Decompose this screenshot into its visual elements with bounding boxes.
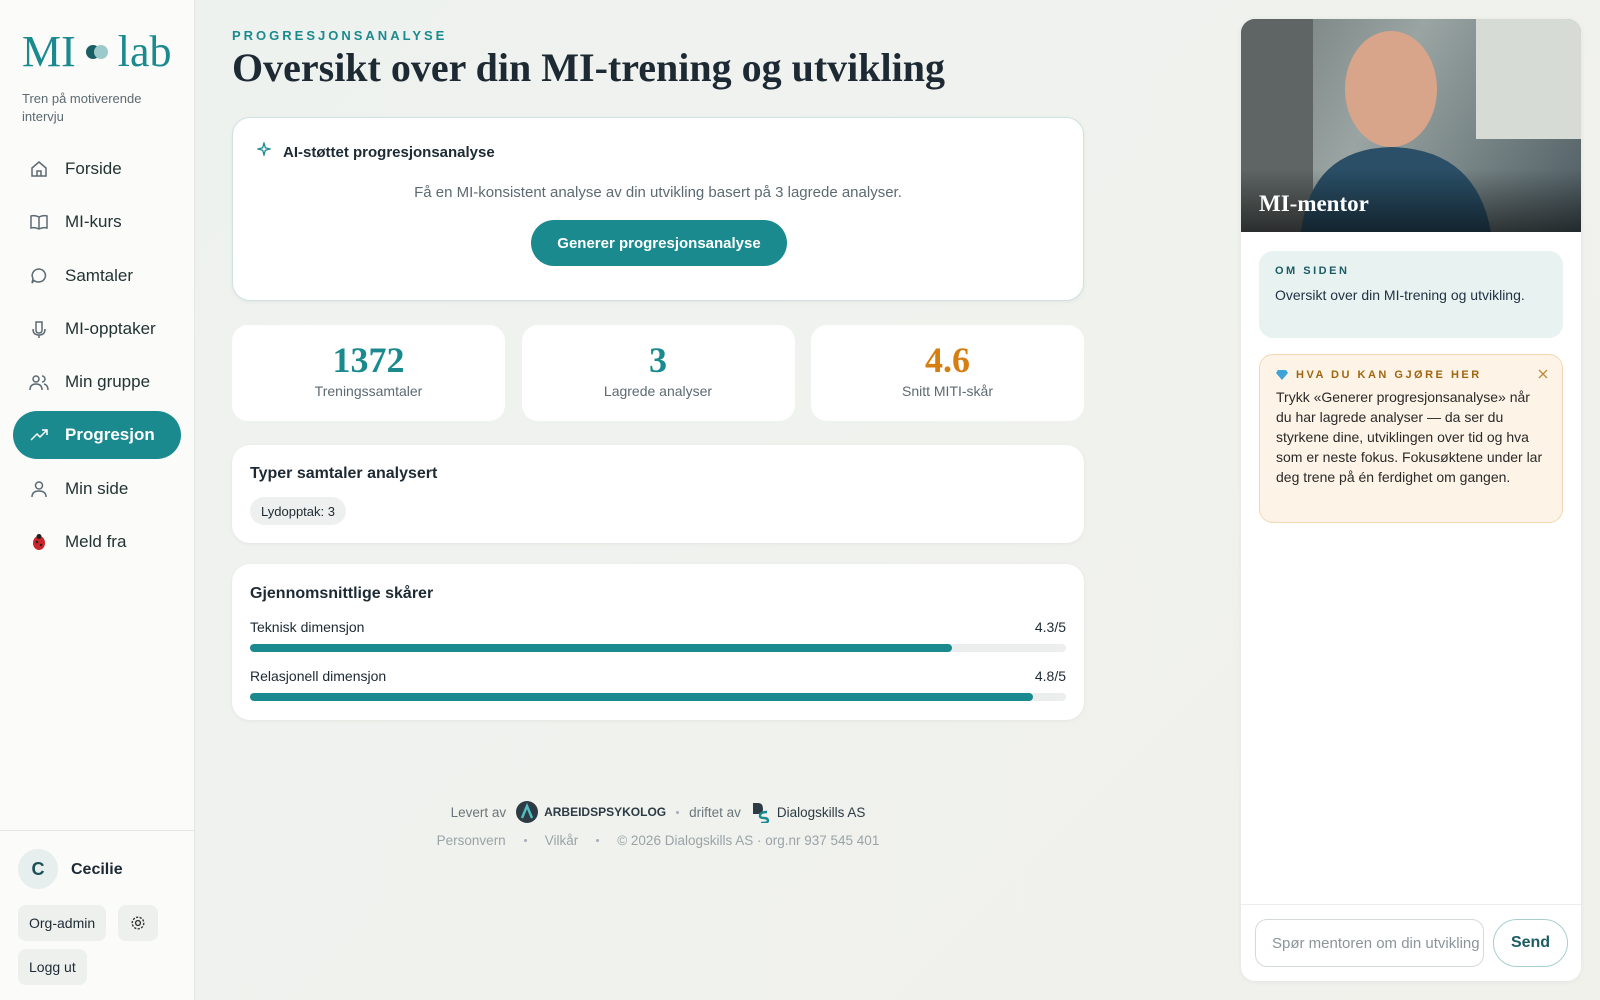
sparkle-icon — [257, 142, 271, 156]
input-bar: Spør mentoren om din utvikling Send — [1241, 904, 1581, 981]
stat-label: Snitt MITI-skår — [901, 383, 993, 399]
stat-card: 3 Lagrede analyser — [521, 325, 795, 421]
nav-item[interactable]: Progresjon — [13, 411, 181, 460]
user-area: C Cecilie Org-admin Logg ut — [0, 830, 195, 985]
nav-icon — [32, 321, 46, 338]
score-name: Relasjonell dimensjon — [250, 668, 387, 684]
footer: Levert av ARBEIDSPSYKOLOG driftet av Dia… — [232, 800, 1084, 852]
score-track — [250, 693, 1066, 701]
type-chip: Lydopptak: 3 — [250, 497, 346, 525]
nav-icon — [33, 534, 45, 551]
logo-left: MI — [22, 27, 76, 76]
nav-icon — [31, 267, 47, 284]
provider-logo — [516, 801, 539, 823]
tips-box: HVA DU KAN GJØRE HER Trykk «Generer prog… — [1259, 354, 1563, 523]
sidebar: MI lab Tren på motiverende intervju Forsi… — [0, 0, 195, 1000]
settings-icon — [131, 916, 145, 930]
footer-links: Personvern Vilkår © 2026 Dialogskills AS ·… — [232, 828, 1084, 852]
score-value: 4.8/5 — [1034, 668, 1066, 684]
tagline: Tren på motiverende intervju — [22, 91, 142, 124]
stat-value: 1372 — [332, 340, 405, 380]
nav-item[interactable]: Min gruppe — [13, 358, 181, 406]
settings-button[interactable] — [118, 905, 158, 941]
types-card: Typer samtaler analysert Lydopptak: 3 — [232, 445, 1084, 543]
nav-item[interactable]: Forside — [13, 145, 181, 193]
stat-card: 4.6 Snitt MITI-skår — [811, 325, 1084, 421]
generate-button[interactable]: Generer progresjonsanalyse — [531, 220, 787, 266]
gem-icon — [1276, 370, 1288, 380]
about-box: OM SIDEN Oversikt over din MI-trening og… — [1259, 251, 1563, 338]
delivered-by: Levert av — [450, 804, 507, 820]
provider-name: ARBEIDSPSYKOLOG — [544, 805, 667, 819]
stat-label: Lagrede analyser — [603, 383, 713, 399]
operator-logo — [752, 803, 770, 823]
footer-link[interactable]: Personvern — [436, 832, 506, 848]
nav-item[interactable]: Meld fra — [13, 518, 181, 566]
scores-card: Gjennomsnittlige skårer Teknisk dimensjo… — [232, 564, 1084, 720]
separator — [596, 838, 600, 842]
nav-icon — [29, 375, 49, 391]
mentor-panel: MI-mentor OM SIDEN Oversikt over din MI-… — [1241, 19, 1581, 981]
send-button[interactable]: Send — [1493, 919, 1568, 967]
page-title: Oversikt over din MI-trening og utviklin… — [232, 45, 946, 90]
stat-value: 4.6 — [925, 340, 970, 380]
score-name: Teknisk dimensjon — [250, 619, 365, 635]
org-admin-button[interactable]: Org-admin — [18, 905, 107, 941]
avatar: C — [18, 849, 58, 889]
nav-icon — [31, 161, 47, 177]
score-track — [250, 644, 1066, 652]
eyebrow: PROGRESJONSANALYSE — [232, 28, 448, 43]
stat-card: 1372 Treningssamtaler — [232, 325, 505, 421]
logo-right: lab — [117, 27, 172, 76]
separator — [523, 838, 527, 842]
nav-icon — [31, 481, 47, 497]
stat-value: 3 — [649, 340, 667, 380]
score-bar — [250, 644, 952, 652]
user-name: Cecilie — [71, 861, 123, 878]
tips-text: Trykk «Generer progresjonsanalyse» når d… — [1276, 389, 1543, 485]
mentor-photo: MI-mentor — [1241, 19, 1581, 232]
logout-button[interactable]: Logg ut — [18, 949, 87, 985]
nav-icon — [30, 429, 48, 442]
ai-card-description: Få en MI-konsistent analyse av din utvik… — [414, 184, 902, 201]
nav-item[interactable]: Min side — [13, 465, 181, 513]
nav-item[interactable]: Samtaler — [13, 252, 181, 300]
mentor-input[interactable]: Spør mentoren om din utvikling — [1255, 919, 1484, 967]
operated-by: driftet av — [689, 804, 741, 820]
nav-item[interactable]: MI-opptaker — [13, 305, 181, 353]
operator-name: Dialogskills AS — [776, 804, 866, 820]
about-label: OM SIDEN — [1275, 265, 1350, 277]
nav-item[interactable]: MI-kurs — [13, 198, 181, 246]
separator — [676, 810, 680, 814]
nav: Forside MI-kurs Samtaler MI-opptaker Min gru… — [13, 145, 181, 571]
tips-label: HVA DU KAN GJØRE HER — [1296, 369, 1482, 381]
footer-row-credits: Levert av ARBEIDSPSYKOLOG driftet av Dia… — [232, 800, 1084, 824]
logo[interactable]: MI lab — [22, 26, 172, 77]
nav-icon — [30, 215, 48, 231]
about-text: Oversikt over din MI-trening og utviklin… — [1275, 287, 1525, 303]
ai-card: AI-støttet progresjonsanalyse Få en MI-k… — [232, 117, 1084, 301]
footer-link: © 2026 Dialogskills AS · org.nr 937 545 … — [617, 832, 880, 848]
stat-label: Treningssamtaler — [314, 383, 423, 399]
scores-title: Gjennomsnittlige skårer — [250, 585, 434, 602]
score-bar — [250, 693, 1034, 701]
mentor-name: MI-mentor — [1259, 191, 1369, 216]
ai-card-title: AI-støttet progresjonsanalyse — [283, 144, 495, 161]
close-button[interactable] — [1538, 369, 1548, 379]
logo-dot — [85, 44, 108, 59]
score-value: 4.3/5 — [1034, 619, 1066, 635]
footer-link[interactable]: Vilkår — [544, 832, 579, 848]
mentor-portrait — [1241, 19, 1581, 232]
types-title: Typer samtaler analysert — [250, 465, 438, 482]
